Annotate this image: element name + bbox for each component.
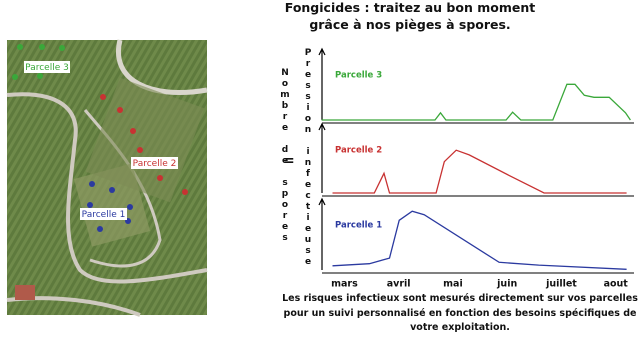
axis-arrow xyxy=(318,197,326,206)
series-line xyxy=(321,83,631,121)
aerial-photo: Parcelle 3 Parcelle 2 Parcelle 1 xyxy=(6,39,208,317)
photo-label: Parcelle 1 xyxy=(82,210,126,220)
footnote: Les risques infectieux sont mesurés dire… xyxy=(282,293,638,333)
series-label: Parcelle 1 xyxy=(335,221,382,231)
x-tick-label: mars xyxy=(331,279,358,290)
x-tick-label: mai xyxy=(443,279,463,290)
series-label: Parcelle 3 xyxy=(335,71,382,81)
x-tick-label: juillet xyxy=(545,279,577,290)
photo-label: Parcelle 2 xyxy=(133,159,177,169)
series-label: Parcelle 2 xyxy=(335,146,382,156)
x-tick-label: aout xyxy=(604,279,629,290)
axis-arrow xyxy=(318,47,326,56)
y-axis-label: = xyxy=(283,153,295,169)
series-line xyxy=(332,210,627,270)
chart-title: Fongicides : traitez au bon moment grâce… xyxy=(284,0,536,32)
photo-label: Parcelle 3 xyxy=(25,63,69,73)
axis-arrow xyxy=(318,122,326,131)
y-axis-label: Pression infectieuse xyxy=(303,48,313,268)
series-line xyxy=(332,149,627,194)
x-tick-label: juin xyxy=(496,279,517,290)
y-axis-label: Nombre de spores xyxy=(280,68,290,244)
x-tick-label: avril xyxy=(387,279,411,290)
